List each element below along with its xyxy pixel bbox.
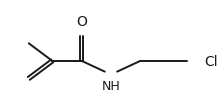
- Text: O: O: [76, 15, 87, 29]
- Text: NH: NH: [102, 79, 120, 92]
- Text: Cl: Cl: [204, 54, 218, 68]
